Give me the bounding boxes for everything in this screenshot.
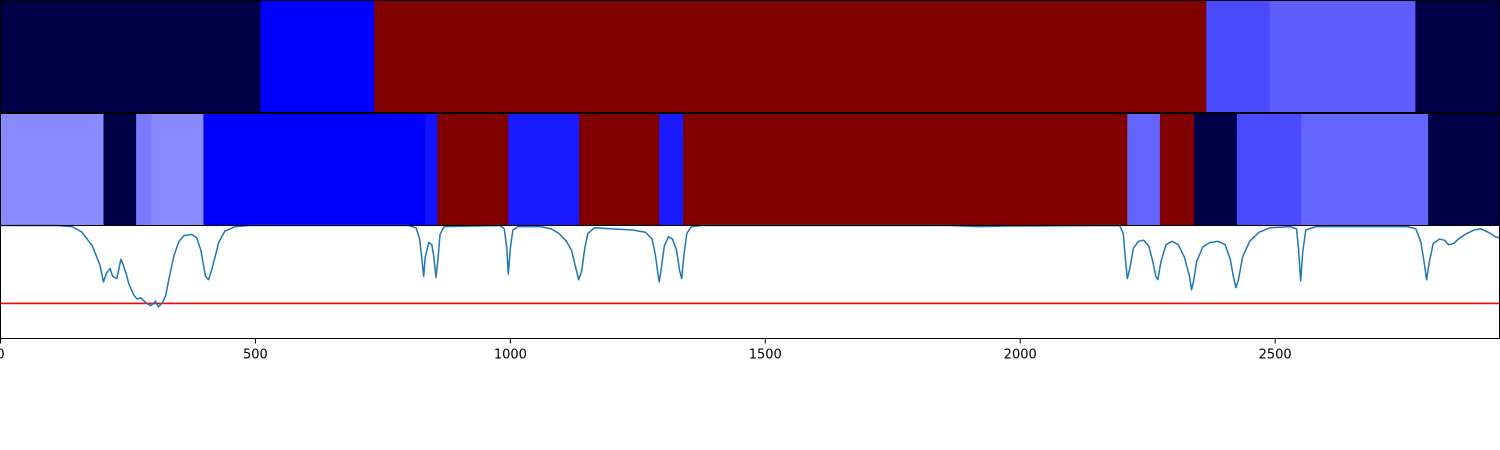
x-tick-label: 2500 <box>1259 348 1292 363</box>
x-axis: 0 500 1000 1500 2000 2500 <box>0 338 1292 363</box>
heatmap-middle-segment-0 <box>0 113 105 226</box>
heatmap-middle-segment-4 <box>203 113 426 226</box>
heatmap-middle-segment-14 <box>1236 113 1302 226</box>
heatmap-middle-segment-15 <box>1301 113 1429 226</box>
x-tick-label: 2000 <box>1004 348 1037 363</box>
heatmap-top-segment-0 <box>0 0 262 113</box>
heatmap-middle-segment-11 <box>1127 113 1161 226</box>
heatmap-middle-segment-10 <box>683 113 1128 226</box>
x-tick-label: 500 <box>243 348 268 363</box>
heatmap-middle-segment-12 <box>1159 113 1195 226</box>
heatmap-middle-segment-16 <box>1428 113 1500 226</box>
heatmap-middle-segment-7 <box>508 113 580 226</box>
x-tick-label: 1500 <box>749 348 782 363</box>
x-tick-label: 0 <box>0 348 5 363</box>
line-panel <box>0 224 1500 339</box>
heatmap-middle-segment-3 <box>151 113 205 226</box>
heatmap-top-segment-2 <box>374 0 1207 113</box>
heatmap-strip-top <box>0 0 1500 113</box>
series-line <box>0 224 1500 308</box>
heatmap-top-segment-1 <box>260 0 375 113</box>
x-tick-label: 1000 <box>494 348 527 363</box>
heatmap-top-segment-3 <box>1206 0 1271 113</box>
line-panel-frame <box>0 225 1500 339</box>
heatmap-middle-segment-8 <box>579 113 660 226</box>
heatmap-strip-middle <box>0 113 1500 226</box>
heatmap-middle-segment-6 <box>437 113 509 226</box>
heatmap-middle-segment-9 <box>659 113 684 226</box>
heatmap-middle-segment-2 <box>136 113 153 226</box>
heatmap-middle-segment-1 <box>103 113 137 226</box>
heatmap-middle-segment-13 <box>1194 113 1238 226</box>
heatmap-top-segment-4 <box>1270 0 1416 113</box>
heatmap-middle-segment-5 <box>425 113 439 226</box>
heatmap-top-segment-5 <box>1415 0 1500 113</box>
